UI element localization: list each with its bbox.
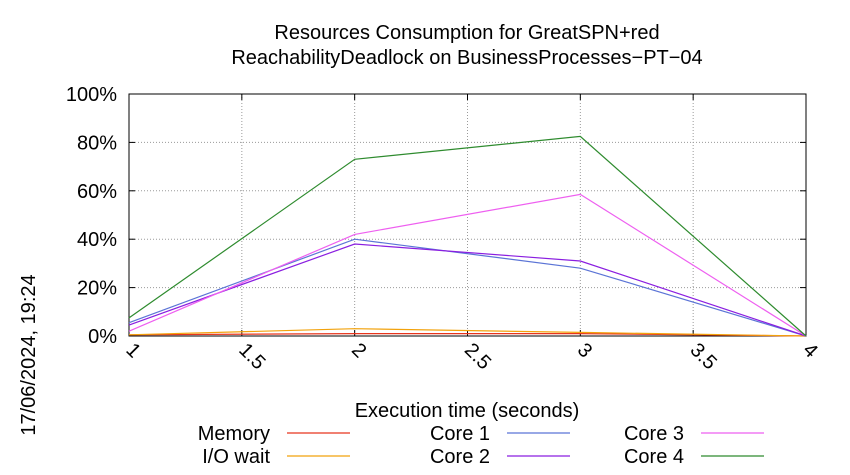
axes [128,93,807,337]
legend-label-i-o-wait: I/O wait [202,446,270,468]
x-tick-label: 3 [573,339,596,362]
x-tick-label: 2.5 [460,339,495,374]
y-tick-label: 40% [77,229,117,251]
y-tick-label: 0% [88,326,117,348]
legend-label-core-3: Core 3 [624,423,684,445]
legend-label-memory: Memory [198,423,270,445]
series-line-core-3 [128,193,807,337]
x-tick-label: 1.5 [234,339,269,374]
x-tick-label: 2 [347,339,370,362]
x-tick-label: 1 [121,339,144,362]
series-line-core-1 [128,238,807,337]
timestamp-label: 17/06/2024, 19:24 [18,274,40,435]
y-tick-label: 100% [66,84,117,106]
chart-title-line-2: ReachabilityDeadlock on BusinessProcesse… [231,47,702,69]
chart-title-line-1: Resources Consumption for GreatSPN+red [274,22,659,44]
legend-label-core-4: Core 4 [624,446,684,468]
y-tick-labels: 0% 20% 40% 60% 80% 100% [66,84,117,348]
series-line-core-4 [128,135,807,337]
series-line-i-o-wait [128,328,807,337]
y-tick-label: 60% [77,181,117,203]
x-tick-labels: 1 1.5 2 2.5 3 3.5 4 [121,339,821,374]
x-tick-label: 4 [798,339,821,362]
y-tick-label: 20% [77,278,117,300]
series-line-core-2 [128,243,807,337]
y-tick-label: 80% [77,132,117,154]
x-axis-label: Execution time (seconds) [355,400,580,422]
series-lines [128,135,807,337]
legend-label-core-2: Core 2 [430,446,490,468]
legend-label-core-1: Core 1 [430,423,490,445]
x-tick-label: 3.5 [686,339,721,374]
